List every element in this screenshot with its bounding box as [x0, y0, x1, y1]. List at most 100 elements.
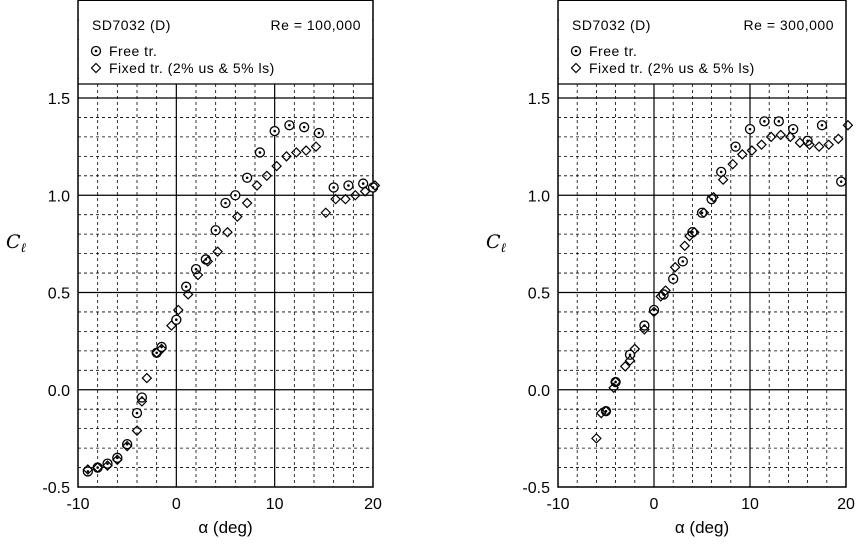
data-point-circle [343, 180, 354, 191]
data-point-diamond [202, 256, 214, 267]
data-point-circle [788, 123, 799, 135]
data-point-diamond [591, 433, 602, 444]
data-point-circle [730, 141, 741, 152]
data-point-diamond [648, 306, 660, 318]
data-point-circle [171, 314, 182, 325]
data-point-circle [254, 147, 266, 158]
data-point-diamond [192, 269, 204, 281]
data-point-diamond [660, 285, 671, 296]
data-point-diamond [271, 160, 282, 172]
data-point-circle [220, 197, 231, 209]
data-point-circle [241, 172, 253, 183]
x-tick-label: -10 [546, 496, 569, 513]
data-point-diamond [775, 129, 787, 141]
data-point-diamond [82, 464, 94, 475]
x-tick-label: 0 [172, 496, 181, 513]
data-point-dot [214, 228, 217, 232]
series-diamond [591, 119, 854, 444]
y-tick-label: 0.0 [528, 383, 550, 400]
chart-subtitle: Re = 100,000 [271, 17, 361, 33]
data-point-dot [234, 193, 237, 197]
data-point-diamond [330, 193, 341, 205]
data-point-circle [816, 120, 828, 131]
data-point-circle [744, 123, 756, 135]
series-circle [600, 116, 847, 417]
data-point-diamond [281, 151, 292, 162]
data-point-dot [155, 351, 158, 355]
x-tick-label: 10 [266, 496, 284, 513]
data-point-dot [245, 176, 249, 180]
data-point-diamond [182, 289, 194, 300]
data-point-diamond [794, 137, 806, 149]
data-point-dot [302, 125, 306, 129]
x-tick-label: 0 [650, 496, 659, 513]
y-axis-label-sub: ℓ [501, 241, 507, 256]
chart-subtitle: Re = 300,000 [744, 17, 834, 33]
data-point-dot [273, 129, 276, 133]
data-point-diamond [172, 304, 184, 316]
y-axis-label-main: C [486, 231, 501, 253]
data-point-diamond [290, 147, 302, 158]
data-point-dot [160, 345, 163, 349]
data-point-diamond [813, 141, 825, 152]
data-point-dot [748, 127, 752, 131]
legend-entry: Fixed tr. (2% us & 5% ls) [109, 60, 275, 76]
y-axis-label: Cℓ [6, 231, 27, 256]
data-point-circle [648, 304, 660, 316]
data-point-diamond [679, 240, 691, 252]
data-point-circle [284, 120, 295, 131]
legend-marker-diamond [90, 62, 102, 74]
data-point-diamond [92, 462, 104, 473]
data-point-dot [317, 131, 321, 135]
data-point-dot [116, 456, 119, 460]
data-point-dot [820, 123, 824, 127]
legend-entry: Free tr. [109, 43, 157, 59]
data-point-dot [135, 411, 139, 415]
data-point-diamond [832, 133, 844, 145]
x-axis-label: α (deg) [198, 518, 252, 537]
data-point-diamond [784, 131, 796, 143]
data-point-dot [125, 442, 129, 446]
data-point-circle [687, 227, 698, 238]
data-point-diamond [241, 197, 253, 209]
data-point-dot [194, 267, 198, 271]
data-point-diamond [804, 139, 815, 151]
chart-re-300000: SD7032 (D) Re = 300,000 Free tr.Fixed tr. … [486, 0, 855, 537]
data-point-diamond [727, 158, 739, 170]
data-point-diamond [349, 189, 361, 201]
data-point-circle [716, 166, 727, 178]
y-tick-label: 0.5 [528, 286, 550, 303]
data-point-diamond [629, 343, 641, 355]
data-point-diamond [746, 145, 758, 156]
data-point-diamond [624, 355, 636, 366]
data-point-dot [628, 353, 632, 357]
data-point-diamond [369, 180, 381, 191]
y-tick-label: 0.5 [48, 286, 70, 303]
data-point-dot [96, 466, 99, 469]
data-point-diamond [212, 246, 223, 258]
data-point-diamond [708, 191, 719, 203]
data-point-diamond [619, 361, 631, 372]
data-point-diamond [823, 139, 835, 151]
data-point-diamond [156, 343, 167, 355]
data-point-dot [777, 120, 781, 123]
data-point-diamond [698, 207, 710, 219]
chart-title: SD7032 (D) [572, 17, 651, 33]
data-point-circle [102, 458, 113, 469]
legend-marker-circle [90, 45, 102, 57]
data-point-circle [181, 281, 192, 292]
legend-box [559, 1, 845, 84]
chart-title: SD7032 (D) [92, 17, 171, 33]
legend-marker-circle [570, 45, 582, 57]
data-point-dot [175, 318, 178, 322]
data-point-diamond [131, 425, 143, 436]
y-tick-label: -0.5 [42, 480, 70, 497]
data-point-circle [696, 207, 708, 218]
x-tick-label: -10 [66, 496, 89, 513]
data-point-dot [604, 409, 608, 413]
data-point-diamond [765, 131, 777, 143]
x-tick-label: 20 [364, 496, 382, 513]
data-point-circle [624, 349, 636, 360]
data-point-diamond [688, 226, 700, 238]
data-point-diamond [359, 186, 371, 197]
